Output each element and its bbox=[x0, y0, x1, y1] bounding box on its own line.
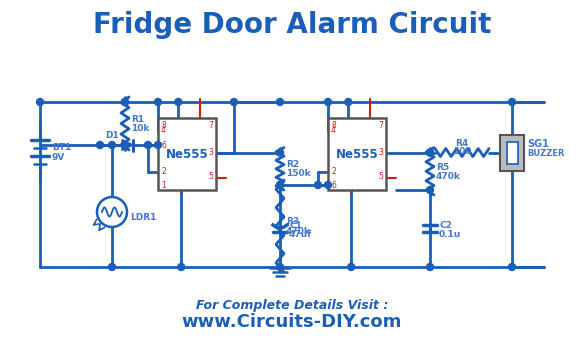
Text: R4: R4 bbox=[455, 139, 469, 148]
Circle shape bbox=[345, 99, 352, 105]
Text: 4: 4 bbox=[161, 126, 166, 135]
Circle shape bbox=[108, 141, 115, 148]
Circle shape bbox=[347, 264, 355, 270]
Text: 47uf: 47uf bbox=[289, 230, 312, 239]
Text: 1: 1 bbox=[161, 180, 166, 189]
Circle shape bbox=[277, 149, 284, 156]
Circle shape bbox=[315, 181, 322, 189]
Text: R3: R3 bbox=[286, 217, 299, 226]
Circle shape bbox=[508, 99, 515, 105]
Text: 6: 6 bbox=[331, 180, 336, 189]
Text: 3: 3 bbox=[378, 148, 383, 157]
Text: 5: 5 bbox=[208, 172, 213, 181]
Text: BT1: BT1 bbox=[52, 143, 71, 152]
Circle shape bbox=[277, 181, 284, 189]
Text: 9V: 9V bbox=[52, 153, 66, 162]
Circle shape bbox=[426, 149, 433, 156]
Text: 7: 7 bbox=[208, 121, 213, 130]
Text: Fridge Door Alarm Circuit: Fridge Door Alarm Circuit bbox=[93, 11, 491, 39]
Bar bbox=[507, 141, 518, 163]
Text: 150k: 150k bbox=[286, 169, 311, 178]
Text: 2: 2 bbox=[161, 167, 166, 176]
Circle shape bbox=[144, 141, 152, 148]
Circle shape bbox=[277, 181, 284, 189]
Circle shape bbox=[426, 149, 433, 156]
Text: BUZZER: BUZZER bbox=[527, 149, 565, 158]
Circle shape bbox=[426, 264, 433, 270]
Text: 0.1u: 0.1u bbox=[439, 230, 461, 239]
Text: C1: C1 bbox=[289, 221, 302, 230]
Circle shape bbox=[426, 186, 433, 194]
Text: 7: 7 bbox=[378, 121, 383, 130]
Text: Ne555: Ne555 bbox=[336, 148, 378, 161]
Circle shape bbox=[154, 99, 161, 105]
Text: 8: 8 bbox=[331, 121, 336, 130]
Text: Ne555: Ne555 bbox=[166, 148, 208, 161]
Circle shape bbox=[122, 99, 129, 105]
Text: R1: R1 bbox=[131, 115, 144, 124]
Text: SG1: SG1 bbox=[527, 139, 549, 149]
Circle shape bbox=[108, 264, 115, 270]
Bar bbox=[500, 135, 524, 171]
Circle shape bbox=[154, 141, 161, 148]
Circle shape bbox=[277, 99, 284, 105]
Bar bbox=[328, 118, 386, 190]
Text: 470k: 470k bbox=[436, 172, 461, 181]
Circle shape bbox=[175, 99, 182, 105]
Text: 470k: 470k bbox=[286, 226, 311, 235]
Circle shape bbox=[122, 99, 129, 105]
Text: 5: 5 bbox=[378, 172, 383, 181]
Circle shape bbox=[230, 99, 238, 105]
Text: LDR1: LDR1 bbox=[130, 212, 156, 221]
Circle shape bbox=[178, 264, 185, 270]
Text: 3: 3 bbox=[208, 148, 213, 157]
Text: 4: 4 bbox=[331, 126, 336, 135]
Circle shape bbox=[97, 141, 104, 148]
Text: For Complete Details Visit :: For Complete Details Visit : bbox=[196, 298, 388, 311]
Text: C2: C2 bbox=[439, 221, 452, 230]
Text: www.Circuits-DIY.com: www.Circuits-DIY.com bbox=[182, 313, 402, 331]
Circle shape bbox=[36, 99, 43, 105]
Text: 10k: 10k bbox=[131, 124, 149, 133]
Polygon shape bbox=[122, 139, 133, 150]
Circle shape bbox=[325, 99, 332, 105]
Circle shape bbox=[325, 181, 332, 189]
Text: 2: 2 bbox=[331, 167, 336, 176]
Circle shape bbox=[97, 197, 127, 227]
Text: R5: R5 bbox=[436, 163, 449, 172]
Text: 6: 6 bbox=[161, 140, 166, 149]
Text: D1: D1 bbox=[105, 131, 119, 140]
Text: R2: R2 bbox=[286, 160, 299, 169]
Text: 8: 8 bbox=[161, 121, 166, 130]
Circle shape bbox=[277, 264, 284, 270]
Text: 100: 100 bbox=[453, 147, 472, 156]
Bar bbox=[158, 118, 216, 190]
Circle shape bbox=[508, 264, 515, 270]
